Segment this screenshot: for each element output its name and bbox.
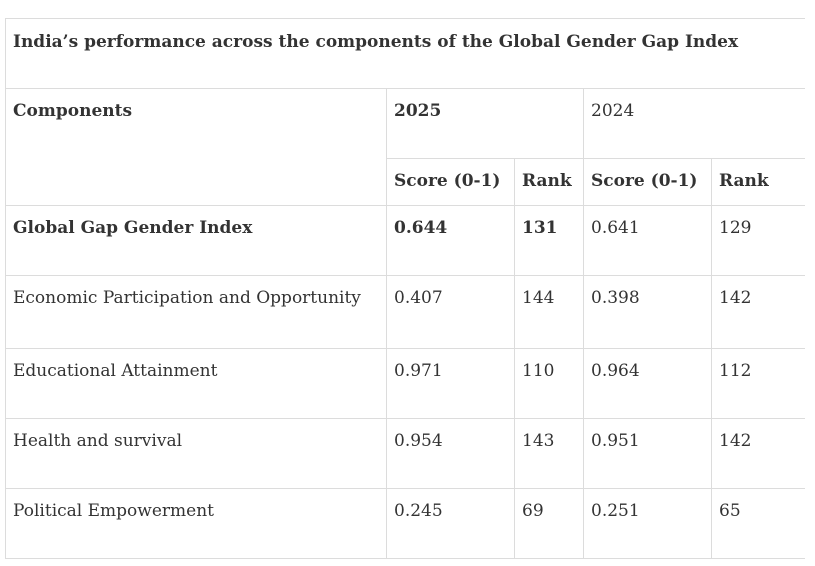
component-cell: Educational Attainment: [5, 348, 387, 419]
gender-gap-table: India’s performance across the component…: [4, 18, 805, 559]
rank-2024-cell: 129: [710, 205, 805, 276]
score-2024-cell: 0.964: [583, 348, 712, 419]
table-subheader-row: Score (0-1) Rank Score (0-1) Rank: [6, 158, 805, 206]
year-2025-header: 2025: [386, 88, 584, 159]
rank-2025-header: Rank: [514, 158, 584, 206]
component-cell: Political Empowerment: [5, 488, 387, 559]
score-2024-cell: 0.641: [583, 205, 712, 276]
rank-2025-cell: 131: [514, 205, 584, 276]
table-row: Educational Attainment 0.971 110 0.964 1…: [5, 348, 805, 419]
table-row: Economic Participation and Opportunity 0…: [5, 275, 805, 349]
rank-2025-cell: 110: [514, 348, 584, 419]
rank-2024-cell: 142: [710, 275, 805, 349]
year-2024-header: 2024: [582, 88, 805, 159]
component-cell: Health and survival: [5, 418, 387, 489]
component-cell: Global Gap Gender Index: [5, 205, 387, 276]
table-title: India’s performance across the component…: [4, 18, 805, 89]
rank-2024-cell: 142: [710, 418, 805, 489]
table-header-row: Components 2025 2024: [5, 88, 805, 206]
score-2024-cell: 0.251: [583, 488, 712, 559]
score-2025-cell: 0.954: [386, 418, 515, 489]
score-2025-cell: 0.407: [386, 275, 515, 349]
table-row: Global Gap Gender Index 0.644 131 0.641 …: [5, 205, 805, 276]
component-cell: Economic Participation and Opportunity: [5, 275, 387, 349]
rank-2024-cell: 65: [710, 488, 805, 559]
score-2024-cell: 0.398: [583, 275, 712, 349]
score-2025-header: Score (0-1): [386, 158, 515, 206]
table-row: Political Empowerment 0.245 69 0.251 65: [5, 488, 805, 559]
score-2025-cell: 0.644: [386, 205, 515, 276]
rank-2025-cell: 143: [514, 418, 584, 489]
score-2024-cell: 0.951: [583, 418, 712, 489]
components-header: Components: [5, 88, 387, 206]
table-title-row: India’s performance across the component…: [4, 18, 805, 89]
rank-2025-cell: 144: [514, 275, 584, 349]
score-2025-cell: 0.971: [386, 348, 515, 419]
score-2025-cell: 0.245: [386, 488, 515, 559]
rank-2024-header: Rank: [710, 158, 805, 206]
table-row: Health and survival 0.954 143 0.951 142: [5, 418, 805, 489]
score-2024-header: Score (0-1): [583, 158, 712, 206]
rank-2024-cell: 112: [710, 348, 805, 419]
rank-2025-cell: 69: [514, 488, 584, 559]
